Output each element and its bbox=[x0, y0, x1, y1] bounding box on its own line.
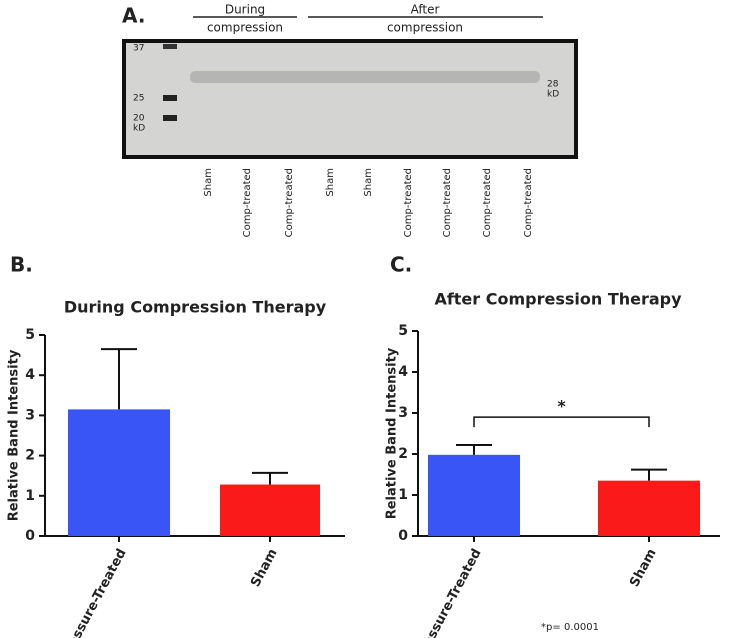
lane-label: Comp-treated bbox=[482, 168, 493, 237]
significance-label: * bbox=[557, 397, 566, 416]
group-label: During bbox=[225, 3, 265, 17]
y-tick-label: 2 bbox=[25, 448, 35, 464]
band-size-label: kD bbox=[547, 90, 559, 100]
chart-title: During Compression Therapy bbox=[64, 298, 327, 317]
group-label: After bbox=[411, 3, 440, 17]
bar bbox=[428, 454, 520, 536]
chart-title: After Compression Therapy bbox=[434, 290, 682, 309]
x-tick-label: Sham bbox=[627, 546, 659, 589]
lane-label: Comp-treated bbox=[284, 168, 295, 237]
y-tick-label: 4 bbox=[398, 364, 408, 380]
panel-label: C. bbox=[390, 253, 412, 277]
y-tick-label: 5 bbox=[398, 323, 408, 339]
y-tick-label: 4 bbox=[25, 367, 35, 383]
bar bbox=[598, 480, 700, 536]
protein-band bbox=[190, 71, 540, 83]
y-tick-label: 1 bbox=[25, 488, 35, 504]
bar bbox=[68, 409, 170, 536]
ladder-band bbox=[163, 44, 177, 49]
footnote: *p= 0.0001 bbox=[541, 622, 599, 633]
y-axis-label: Relative Band Intensity bbox=[7, 349, 22, 521]
band-size-label: 28 bbox=[547, 80, 559, 90]
ladder-band bbox=[163, 95, 177, 101]
x-tick-label: Pressure-Treated bbox=[58, 546, 129, 638]
y-tick-label: 3 bbox=[398, 405, 408, 421]
marker-label: kD bbox=[133, 124, 145, 134]
significance-bracket bbox=[473, 416, 650, 428]
y-tick-label: 3 bbox=[25, 407, 35, 423]
group-label: compression bbox=[207, 21, 283, 35]
x-tick-label: Pressure-Treated bbox=[413, 546, 484, 638]
lane-label: Sham bbox=[203, 168, 214, 197]
blot: During compression After compression 37 … bbox=[122, 3, 578, 159]
y-tick-label: 0 bbox=[398, 528, 408, 544]
bar bbox=[220, 484, 320, 536]
y-axis-label: Relative Band Intensity bbox=[385, 347, 400, 519]
marker-label: 37 bbox=[133, 44, 144, 54]
y-tick-label: 5 bbox=[25, 327, 35, 343]
ladder-band bbox=[163, 115, 177, 121]
y-tick-label: 0 bbox=[25, 528, 35, 544]
panel-label: B. bbox=[10, 253, 33, 277]
y-tick-label: 2 bbox=[398, 446, 408, 462]
lane-label: Comp-treated bbox=[523, 168, 534, 237]
marker-label: 20 bbox=[133, 114, 145, 124]
lane-label: Comp-treated bbox=[403, 168, 414, 237]
lane-label: Sham bbox=[363, 168, 374, 197]
lane-label: Comp-treated bbox=[242, 168, 253, 237]
blot-membrane bbox=[122, 39, 578, 159]
marker-label: 25 bbox=[133, 94, 144, 104]
lane-label: Comp-treated bbox=[442, 168, 453, 237]
group-label: compression bbox=[387, 21, 463, 35]
lane-label: Sham bbox=[325, 168, 336, 197]
x-tick-label: Sham bbox=[248, 546, 280, 589]
panel-label: A. bbox=[122, 4, 145, 28]
y-tick-label: 1 bbox=[398, 487, 408, 503]
